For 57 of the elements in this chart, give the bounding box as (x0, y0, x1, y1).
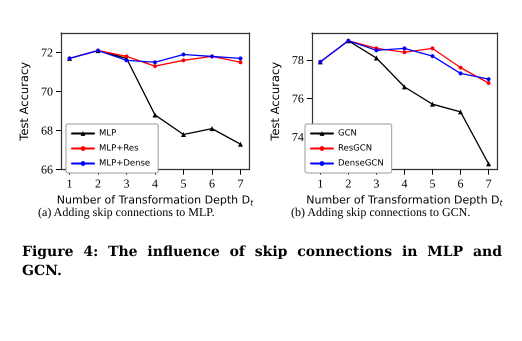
point (238, 142, 243, 147)
x-tick-label: 7 (237, 176, 244, 191)
point (180, 132, 186, 137)
legend-label: ResGCN (338, 144, 372, 154)
x-tick-label: 4 (152, 176, 158, 191)
point (209, 126, 214, 132)
legend-label: MLP+Res (99, 144, 140, 154)
x-tick-label: 2 (345, 176, 352, 191)
point (430, 54, 434, 58)
point (181, 58, 186, 62)
point (124, 54, 129, 58)
legend-label: GCN (338, 128, 357, 138)
point (238, 60, 242, 64)
y-tick-label: 72 (41, 46, 53, 60)
point (402, 50, 406, 54)
point (402, 46, 406, 50)
x-tick-label: 1 (66, 176, 73, 191)
y-axis-title: Test Accuracy (17, 62, 32, 142)
point (402, 84, 407, 90)
x-tick-label: 3 (373, 176, 380, 191)
point (430, 46, 434, 50)
point (181, 52, 186, 56)
point (458, 109, 464, 114)
point (238, 56, 242, 60)
point (486, 81, 491, 86)
point (458, 66, 463, 70)
point (458, 71, 463, 76)
x-tick-label: 2 (95, 176, 102, 191)
caption: Figure 4: The influence of skip connections in MLP and GCN. (22, 243, 502, 281)
y-tick-label: 74 (292, 130, 304, 144)
legend-label: DenseGCN (338, 158, 384, 168)
point (153, 64, 157, 68)
y-tick-label: 68 (41, 124, 53, 138)
x-tick-label: 6 (458, 176, 464, 191)
y-tick-label: 76 (292, 91, 304, 106)
point (486, 161, 492, 166)
y-axis-title: Test Accuracy (268, 62, 282, 142)
x-tick-label: 6 (208, 176, 215, 191)
point (430, 102, 435, 107)
legend-label: MLP (99, 128, 116, 138)
x-tick-label: 3 (124, 176, 130, 191)
x-tick-label: 4 (401, 176, 408, 191)
text: (b) Adding skip connections to GCN. (291, 205, 470, 220)
x-tick-label: 1 (317, 176, 324, 191)
legend-label: MLP+Dense (99, 158, 150, 168)
point (153, 60, 157, 64)
point (152, 112, 158, 118)
y-tick-label: 70 (41, 84, 53, 99)
y-tick-label: 66 (41, 162, 53, 177)
x-tick-label: 7 (486, 176, 492, 191)
x-tick-label: 5 (429, 176, 436, 191)
y-tick-label: 78 (292, 52, 304, 67)
point (374, 56, 379, 61)
point (486, 77, 491, 82)
point (124, 58, 129, 62)
x-tick-label: 5 (180, 176, 186, 191)
text: (a) Adding skip connections to MLP. (38, 205, 215, 220)
